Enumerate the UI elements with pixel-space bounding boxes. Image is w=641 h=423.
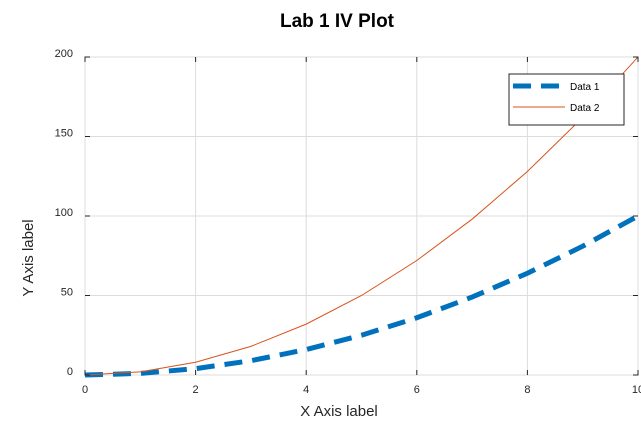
x-axis-label: X Axis label <box>300 403 378 420</box>
x-tick-label: 8 <box>524 384 530 396</box>
series-layer <box>84 56 640 378</box>
series-line-2 <box>84 56 639 376</box>
chart-title: Lab 1 IV Plot <box>280 11 395 32</box>
y-axis-label: Y Axis label <box>20 219 37 296</box>
tick-labels: 0246810050100150200 <box>55 48 641 396</box>
legend: Data 1 Data 2 <box>508 73 625 126</box>
legend-label-1: Data 1 <box>570 82 600 93</box>
legend-box <box>508 73 625 126</box>
x-tick-label: 6 <box>414 384 420 396</box>
x-tick-label: 10 <box>632 384 641 396</box>
x-tick-label: 2 <box>193 384 199 396</box>
y-tick-label: 200 <box>55 48 73 60</box>
series-line-1 <box>84 213 640 378</box>
legend-label-2: Data 2 <box>570 103 600 114</box>
y-tick-label: 100 <box>55 207 73 219</box>
y-tick-label: 0 <box>67 366 73 378</box>
x-tick-label: 0 <box>82 384 88 396</box>
y-tick-label: 150 <box>55 128 73 140</box>
x-tick-label: 4 <box>303 384 309 396</box>
y-tick-label: 50 <box>61 287 73 299</box>
grid-lines <box>84 56 639 376</box>
